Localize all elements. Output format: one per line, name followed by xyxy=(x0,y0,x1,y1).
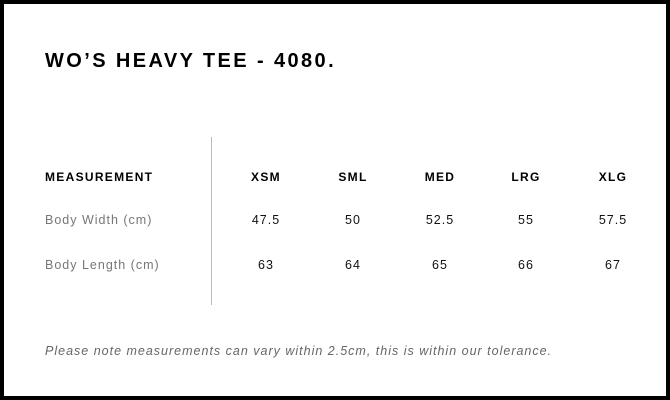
measurement-value: 67 xyxy=(605,258,621,272)
measurement-value: 65 xyxy=(432,258,448,272)
tolerance-note: Please note measurements can vary within… xyxy=(45,344,553,358)
measurement-value: 55 xyxy=(518,213,534,227)
size-header: XSM xyxy=(251,170,281,184)
page-title: WO’S HEAVY TEE - 4080. xyxy=(45,50,337,72)
row-label: Body Width (cm) xyxy=(45,213,153,227)
measurement-header: MEASUREMENT xyxy=(45,170,154,184)
size-header: MED xyxy=(424,170,456,184)
size-header: XLG xyxy=(598,170,628,184)
measurement-value: 63 xyxy=(258,258,274,272)
row-label: Body Length (cm) xyxy=(45,258,160,272)
size-header: SML xyxy=(338,170,368,184)
measurement-value: 52.5 xyxy=(425,213,455,227)
measurement-value: 50 xyxy=(345,213,361,227)
measurement-value: 64 xyxy=(345,258,361,272)
measurement-value: 66 xyxy=(518,258,534,272)
size-header: LRG xyxy=(511,170,541,184)
measurement-value: 47.5 xyxy=(251,213,281,227)
column-divider xyxy=(211,137,212,305)
measurement-value: 57.5 xyxy=(598,213,628,227)
